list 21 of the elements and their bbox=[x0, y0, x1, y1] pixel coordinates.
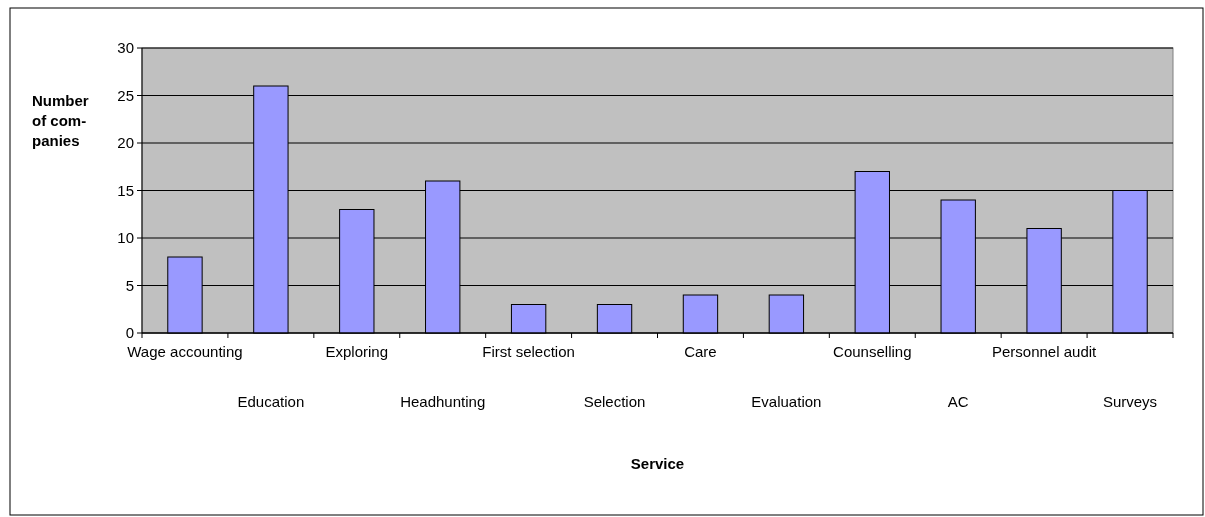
x-tick-label: Education bbox=[237, 393, 305, 410]
x-tick-label: AC bbox=[947, 393, 969, 410]
y-axis-title: Number of com- panies bbox=[32, 92, 89, 149]
y-tick-label: 0 bbox=[125, 324, 134, 342]
x-tick-label: Exploring bbox=[325, 343, 389, 360]
y-tick-label: 20 bbox=[117, 134, 134, 152]
y-tick-label: 5 bbox=[125, 276, 134, 294]
x-tick-label: Surveys bbox=[1102, 393, 1158, 410]
y-tick-label: 10 bbox=[117, 229, 134, 247]
x-tick-label: Headhunting bbox=[400, 393, 486, 410]
x-axis-title: Service bbox=[630, 455, 685, 472]
x-tick-label: Wage accounting bbox=[127, 343, 243, 360]
x-tick-label: Care bbox=[684, 343, 717, 360]
y-tick-label: 15 bbox=[117, 181, 134, 199]
x-tick-label: Counselling bbox=[833, 343, 912, 360]
y-tick-label: 30 bbox=[117, 39, 134, 57]
x-tick-label: Selection bbox=[583, 393, 646, 410]
x-tick-label: Evaluation bbox=[751, 393, 822, 410]
x-tick-label: First selection bbox=[482, 343, 575, 360]
y-tick-label: 25 bbox=[117, 86, 134, 104]
x-tick-label: Personnel audit bbox=[992, 343, 1098, 360]
